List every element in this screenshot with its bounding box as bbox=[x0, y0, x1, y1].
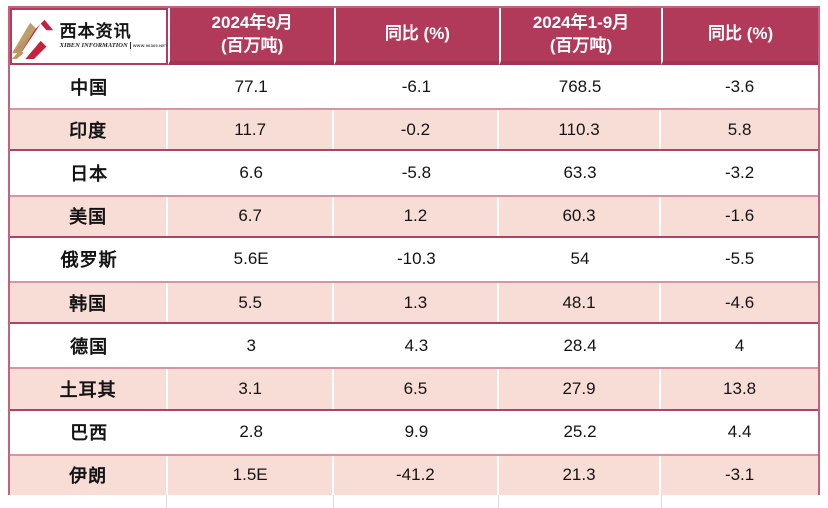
month-value-cell: 6.6 bbox=[239, 162, 263, 182]
yoy-cumulative-cell: 4.4 bbox=[727, 422, 752, 442]
xiben-logo: 西本资讯 XIBEN INFORMATION WWW.96369.NET bbox=[11, 13, 168, 61]
month-value-cell: 1.5E bbox=[168, 455, 334, 495]
country-cell: 日本 bbox=[70, 163, 109, 184]
logo-divider bbox=[129, 42, 131, 50]
yoy-month-cell: -0.2 bbox=[334, 110, 499, 150]
month-value-cell: 2.8 bbox=[239, 422, 263, 442]
country-cell: 伊朗 bbox=[10, 455, 169, 495]
yoy-month-cell: 1.2 bbox=[334, 196, 499, 236]
yoy-month-cell: 1.3 bbox=[334, 282, 499, 323]
yoy-month-cell: 6.5 bbox=[334, 369, 499, 409]
country-cell: 俄罗斯 bbox=[60, 250, 118, 271]
yoy-cumulative-cell: -3.1 bbox=[724, 465, 755, 485]
gridline bbox=[661, 495, 663, 508]
country-cell: 土耳其 bbox=[10, 369, 169, 409]
table-row-russia: 俄罗斯 5.6E -10.3 54 -5.5 bbox=[10, 237, 818, 281]
table-row-germany: 德国 3 4.3 28.4 4 bbox=[10, 324, 818, 368]
yoy-cumulative-cell: -3.2 bbox=[724, 162, 755, 182]
table-row-iran: 伊朗 1.5E -41.2 21.3 -3.1 bbox=[10, 453, 818, 497]
yoy-cumulative-cell: 4 bbox=[734, 335, 745, 355]
table-row-south-korea: 韩国 5.5 1.3 48.1 -4.6 bbox=[10, 280, 818, 325]
yoy-month-cell: -41.2 bbox=[334, 455, 499, 495]
yoy-month-cell: -5.8 bbox=[401, 162, 432, 182]
yoy-cumulative-cell: 5.8 bbox=[727, 119, 752, 139]
cumulative-value-cell: 54 bbox=[570, 249, 590, 269]
table-row-china: 中国 77.1 -6.1 768.5 -3.6 bbox=[10, 65, 818, 109]
country-cell: 德国 bbox=[70, 336, 109, 357]
gridline bbox=[166, 495, 168, 508]
table-row-india: 印度 11.7 -0.2 110.3 5.8 bbox=[10, 108, 818, 152]
cutoff-next-row bbox=[8, 495, 820, 508]
country-cell: 美国 bbox=[10, 196, 169, 236]
month-value-cell: 77.1 bbox=[234, 76, 268, 96]
yoy-cumulative-cell: -5.5 bbox=[724, 249, 755, 269]
country-cell: 印度 bbox=[10, 110, 169, 150]
cumulative-value-cell: 110.3 bbox=[499, 110, 662, 150]
table-row-usa: 美国 6.7 1.2 60.3 -1.6 bbox=[10, 194, 818, 238]
month-value-cell: 5.5 bbox=[168, 282, 334, 323]
month-value-cell: 11.7 bbox=[168, 110, 334, 150]
logo-cell: 西本资讯 XIBEN INFORMATION WWW.96369.NET bbox=[10, 8, 169, 65]
month-value-cell: 3.1 bbox=[168, 369, 334, 409]
table-row-turkey: 土耳其 3.1 6.5 27.9 13.8 bbox=[10, 367, 818, 411]
country-cell: 韩国 bbox=[10, 282, 169, 323]
yoy-month-cell: -10.3 bbox=[397, 249, 436, 269]
logo-text: 西本资讯 XIBEN INFORMATION WWW.96369.NET bbox=[60, 23, 168, 50]
yoy-cumulative-cell: 13.8 bbox=[723, 378, 757, 398]
yoy-month-cell: 9.9 bbox=[404, 422, 429, 442]
col-header-cumulative: 2024年1-9月 (百万吨) bbox=[498, 8, 662, 65]
table-header-row: 西本资讯 XIBEN INFORMATION WWW.96369.NET 202… bbox=[10, 8, 818, 65]
mountain-peaks-icon bbox=[11, 19, 53, 59]
cumulative-value-cell: 25.2 bbox=[563, 422, 597, 442]
cumulative-value-cell: 768.5 bbox=[558, 76, 602, 96]
gridline bbox=[332, 495, 334, 508]
table-row-japan: 日本 6.6 -5.8 63.3 -3.2 bbox=[10, 151, 818, 195]
cumulative-value-cell: 21.3 bbox=[499, 455, 662, 495]
brand-name-en: XIBEN INFORMATION bbox=[59, 41, 128, 49]
col-header-yoy-cumulative: 同比 (%) bbox=[661, 8, 818, 65]
cumulative-value-cell: 27.9 bbox=[499, 369, 662, 409]
country-cell: 中国 bbox=[70, 77, 109, 98]
yoy-cumulative-cell: -3.6 bbox=[724, 76, 755, 96]
data-table: 西本资讯 XIBEN INFORMATION WWW.96369.NET 202… bbox=[8, 6, 820, 497]
yoy-month-cell: -6.1 bbox=[401, 76, 432, 96]
brand-name-cn: 西本资讯 bbox=[59, 21, 132, 41]
cumulative-value-cell: 28.4 bbox=[563, 335, 597, 355]
cumulative-value-cell: 60.3 bbox=[499, 196, 662, 236]
cumulative-value-cell: 63.3 bbox=[563, 162, 597, 182]
month-value-cell: 6.7 bbox=[168, 196, 334, 236]
col-header-sep-month: 2024年9月 (百万吨) bbox=[168, 8, 334, 65]
cumulative-value-cell: 48.1 bbox=[499, 282, 662, 323]
yoy-cumulative-cell: -1.6 bbox=[724, 206, 755, 226]
table-row-brazil: 巴西 2.8 9.9 25.2 4.4 bbox=[10, 410, 818, 454]
month-value-cell: 5.6E bbox=[233, 249, 269, 269]
brand-site: WWW.96369.NET bbox=[132, 43, 168, 49]
yoy-cumulative-cell: -4.6 bbox=[724, 292, 755, 312]
country-cell: 巴西 bbox=[70, 423, 109, 444]
col-header-yoy-month: 同比 (%) bbox=[333, 8, 499, 65]
month-value-cell: 3 bbox=[246, 335, 256, 355]
gridline bbox=[498, 495, 500, 508]
yoy-month-cell: 4.3 bbox=[404, 335, 429, 355]
